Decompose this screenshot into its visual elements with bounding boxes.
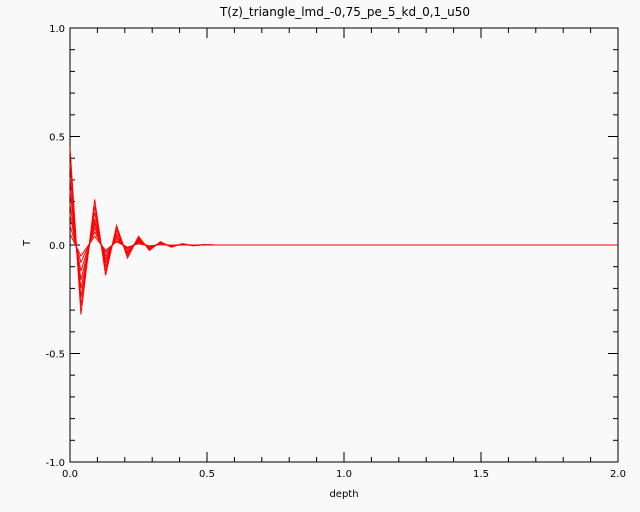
x-tick-label: 1.0 (336, 469, 352, 480)
series-lines (69, 147, 618, 315)
x-tick-label: 0.5 (199, 469, 215, 480)
y-tick-label: 0.5 (49, 133, 65, 144)
chart-title: T(z)_triangle_lmd_-0,75_pe_5_kd_0,1_u50 (219, 5, 470, 19)
y-tick-label: -1.0 (45, 458, 65, 469)
series-line-7 (69, 225, 618, 264)
axis-ticks (69, 27, 619, 463)
axis-tick-labels: 0.0 0.5 1.0 1.5 2.0 -1.0 -0.5 0.0 0.5 1.0 (45, 24, 625, 480)
series-line-2 (69, 162, 618, 306)
series-line-4 (69, 190, 618, 289)
x-axis-label: depth (329, 489, 358, 500)
y-tick-label: 1.0 (49, 24, 65, 35)
x-tick-label: 1.5 (473, 469, 489, 480)
series-line-1 (69, 147, 618, 315)
series-line-6 (69, 214, 618, 272)
y-tick-label: -0.5 (45, 350, 65, 361)
series-line-8 (69, 233, 618, 257)
y-axis-label: T (22, 239, 33, 247)
y-tick-label: 0.0 (49, 241, 65, 252)
x-tick-label: 0.0 (62, 469, 78, 480)
series-line-3 (69, 177, 618, 298)
series-line-5 (69, 203, 618, 280)
x-tick-label: 2.0 (610, 469, 626, 480)
